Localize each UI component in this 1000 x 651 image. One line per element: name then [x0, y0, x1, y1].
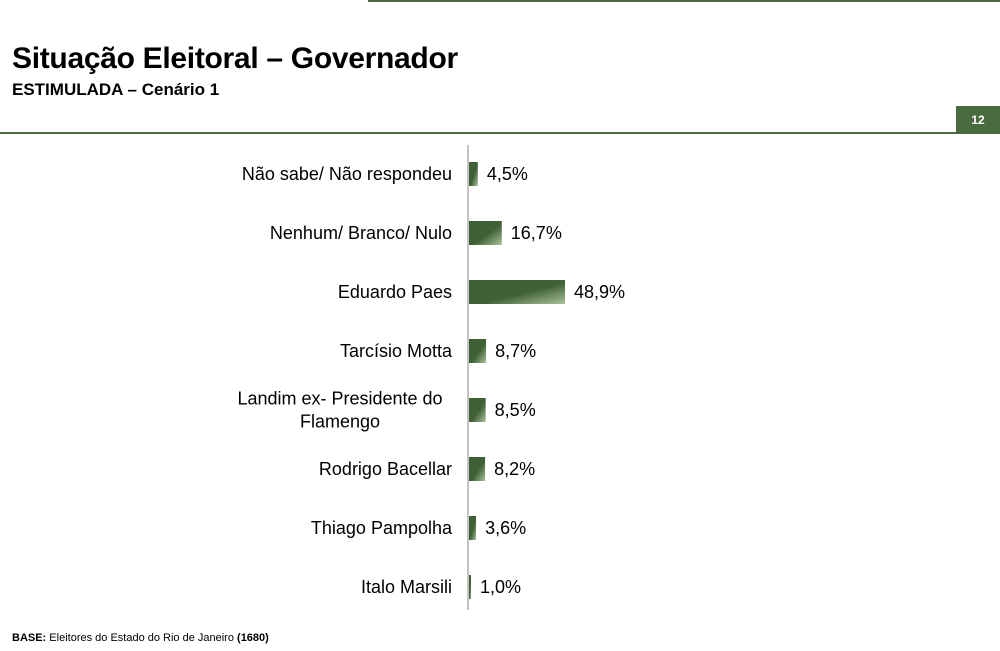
header-rule	[0, 132, 1000, 134]
category-label-1: Nenhum/ Branco/ Nulo	[270, 223, 452, 243]
value-label-4: 8,5%	[495, 400, 536, 420]
bar-4	[469, 398, 486, 422]
category-label-0-line-0: Não sabe/ Não respondeu	[242, 164, 452, 184]
value-label-1: 16,7%	[511, 223, 562, 243]
bar-3	[469, 339, 487, 363]
base-label: BASE:	[12, 632, 47, 644]
bar-6	[469, 516, 477, 540]
bar-0	[469, 162, 478, 186]
category-label-6: Thiago Pampolha	[311, 518, 453, 538]
bar-1	[469, 221, 502, 245]
top-rule	[368, 0, 1000, 2]
category-label-7: Italo Marsili	[361, 577, 452, 597]
category-label-2: Eduardo Paes	[338, 282, 452, 302]
page-title: Situação Eleitoral – Governador	[12, 42, 458, 75]
category-label-7-line-0: Italo Marsili	[361, 577, 452, 597]
category-label-5-line-0: Rodrigo Bacellar	[319, 459, 452, 479]
category-label-4: Landim ex- Presidente do Flamengo	[237, 389, 442, 432]
value-label-0: 4,5%	[487, 164, 528, 184]
category-label-1-line-0: Nenhum/ Branco/ Nulo	[270, 223, 452, 243]
category-label-4-line-0: Landim ex- Presidente do	[237, 389, 442, 409]
category-label-4-line-1: Flamengo	[300, 412, 380, 432]
category-label-2-line-0: Eduardo Paes	[338, 282, 452, 302]
value-label-2: 48,9%	[574, 282, 625, 302]
category-label-6-line-0: Thiago Pampolha	[311, 518, 453, 538]
base-count: (1680)	[237, 632, 269, 644]
category-label-3-line-0: Tarcísio Motta	[340, 341, 453, 361]
bar-5	[469, 457, 486, 481]
bar-7	[469, 575, 471, 599]
bar-chart: 4,5% Não sabe/ Não respondeu 16,7% Nenhum/ …	[237, 145, 625, 610]
category-label-3: Tarcísio Motta	[340, 341, 453, 361]
value-label-7: 1,0%	[480, 577, 521, 597]
base-text: Eleitores do Estado do Rio de Janeiro	[49, 632, 234, 644]
page-number-badge: 12	[956, 106, 1000, 134]
value-label-3: 8,7%	[495, 341, 536, 361]
value-label-6: 3,6%	[485, 518, 526, 538]
page-subtitle: ESTIMULADA – Cenário 1	[12, 80, 220, 99]
value-label-5: 8,2%	[494, 459, 535, 479]
bar-2	[469, 280, 565, 304]
base-footnote: BASE: Eleitores do Estado do Rio de Jane…	[12, 632, 269, 644]
category-label-5: Rodrigo Bacellar	[319, 459, 452, 479]
category-label-0: Não sabe/ Não respondeu	[242, 164, 452, 184]
